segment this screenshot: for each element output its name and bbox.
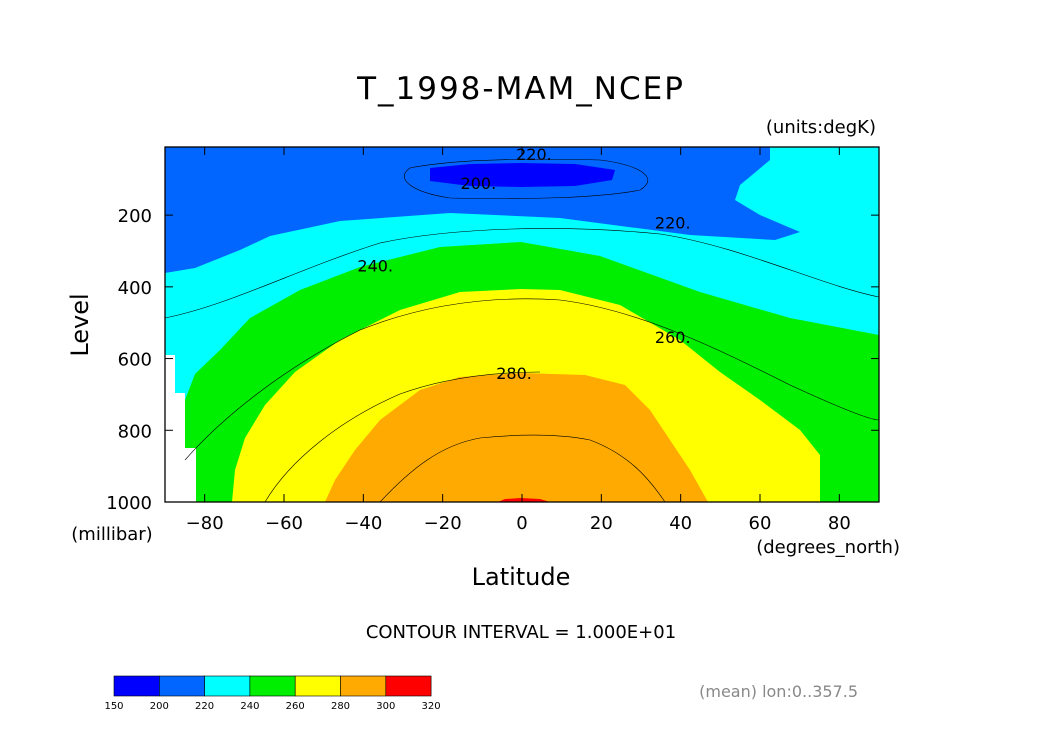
- colorbar-swatch: [249, 675, 296, 697]
- x-tick-label: 40: [669, 513, 692, 534]
- y-tick-label: 600: [118, 350, 152, 371]
- y-units-label: (millibar): [71, 524, 152, 545]
- isotherm-line: [264, 371, 541, 503]
- x-tick-label: 20: [590, 513, 613, 534]
- contour-label: 220.: [655, 213, 691, 232]
- chart-title: T_1998-MAM_NCEP: [356, 71, 685, 107]
- averaging-note: (mean) lon:0..357.5: [699, 682, 858, 701]
- colorbar-swatch: [204, 675, 251, 697]
- colorbar: 150 200 220 240 260 280 300 320: [104, 675, 441, 712]
- band-200-220: [165, 147, 800, 273]
- y-tick-label: 200: [118, 206, 152, 227]
- colorbar-swatch: [385, 675, 432, 697]
- missing-data-region: [165, 355, 196, 502]
- colorbar-level-label: 240: [240, 701, 259, 712]
- colorbar-level-label: 200: [150, 701, 169, 712]
- colorbar-level-label: 260: [286, 701, 305, 712]
- x-tick-label: 80: [828, 513, 851, 534]
- x-units-label: (degrees_north): [756, 537, 900, 558]
- contour-label: 240.: [357, 256, 393, 275]
- x-tick-label: −60: [265, 513, 303, 534]
- colorbar-level-label: 280: [331, 701, 350, 712]
- colorbar-level-label: 220: [195, 701, 214, 712]
- y-axis-ticks: 200 400 600 800 1000: [106, 206, 879, 514]
- x-tick-label: 0: [516, 513, 527, 534]
- x-tick-label: 60: [749, 513, 772, 534]
- contour-label: 260.: [655, 328, 691, 347]
- colorbar-level-label: 320: [422, 701, 441, 712]
- x-tick-label: −80: [186, 513, 224, 534]
- x-tick-label: −20: [424, 513, 462, 534]
- contour-label: 220.: [516, 145, 552, 164]
- band-below-200: [430, 163, 615, 187]
- contour-interval-text: CONTOUR INTERVAL = 1.000E+01: [366, 622, 676, 643]
- x-axis-ticks: −80 −60 −40 −20 0 20 40 60 80: [186, 147, 851, 534]
- units-label: (units:degK): [766, 117, 876, 138]
- y-tick-label: 1000: [106, 493, 152, 514]
- band-above-300: [498, 498, 550, 502]
- colorbar-swatch: [340, 675, 387, 697]
- x-axis-label: Latitude: [472, 563, 571, 591]
- colorbar-level-label: 300: [376, 701, 395, 712]
- isotherm-line: [184, 298, 880, 461]
- isotherm-line: [379, 434, 666, 503]
- isotherm-line: [164, 228, 880, 319]
- y-tick-label: 800: [118, 421, 152, 442]
- y-tick-label: 400: [118, 278, 152, 299]
- colorbar-swatch: [294, 675, 341, 697]
- y-axis-label: Level: [66, 293, 94, 356]
- contour-label: 200.: [461, 174, 497, 193]
- band-280-300: [325, 373, 708, 502]
- colorbar-swatch: [159, 675, 205, 697]
- colorbar-level-label: 150: [104, 701, 123, 712]
- contour-field: 220. 200. 220. 240. 260. 280.: [164, 145, 880, 503]
- x-tick-label: −40: [344, 513, 382, 534]
- colorbar-swatch: [113, 675, 160, 697]
- contour-label: 280.: [496, 364, 532, 383]
- isotherm-line: [404, 158, 649, 200]
